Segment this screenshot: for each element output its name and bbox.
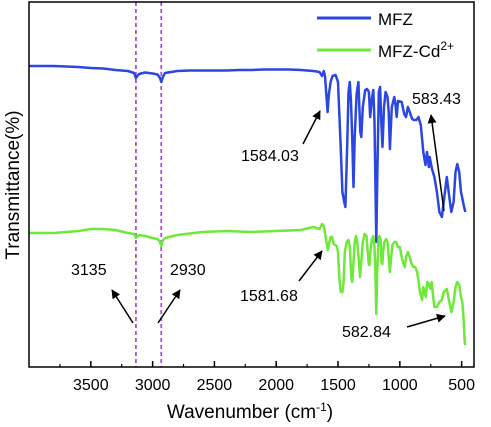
legend-label-mfz: MFZ (378, 10, 413, 29)
y-axis-title: Transmittance(%) (3, 110, 24, 259)
annotation-arrow-583-43 (427, 114, 445, 212)
x-axis-ticks: 3500 3000 2500 2000 1500 1000 500 (59, 361, 475, 394)
series-lines (29, 64, 467, 346)
annotation-arrow-2930 (157, 289, 181, 324)
annotation-3135: 3135 (71, 262, 107, 279)
annotation-arrow-1584 (302, 110, 321, 145)
x-tick-label-3000: 3000 (135, 377, 171, 394)
series-line-mfz-cd (29, 222, 467, 346)
annotation-arrow-582-84 (406, 313, 446, 328)
series-line-mfz (29, 64, 467, 244)
reference-lines (135, 2, 163, 367)
x-tick-label-1000: 1000 (382, 377, 418, 394)
x-tick-label-3500: 3500 (73, 377, 109, 394)
legend-label-mfz-cd: MFZ-Cd2+ (378, 39, 454, 61)
annotation-2930: 2930 (170, 262, 206, 279)
annotation-arrow-3135 (111, 289, 134, 324)
x-tick-label-2500: 2500 (197, 377, 233, 394)
annotation-583-43: 583.43 (412, 91, 461, 108)
plot-frame (28, 1, 475, 368)
annotation-582-84: 582.84 (342, 324, 391, 341)
x-tick-label-1500: 1500 (320, 377, 356, 394)
annotation-arrow-1581 (298, 250, 323, 282)
x-tick-label-500: 500 (448, 377, 475, 394)
annotation-1581: 1581.68 (240, 288, 298, 305)
x-axis-title: Wavenumber (cm-1) (167, 400, 333, 423)
x-tick-label-2000: 2000 (258, 377, 294, 394)
legend: MFZ MFZ-Cd2+ (317, 10, 454, 61)
annotations: 1584.03 583.43 3135 2930 1581.68 582.84 (71, 91, 461, 341)
annotation-1584: 1584.03 (241, 148, 299, 165)
